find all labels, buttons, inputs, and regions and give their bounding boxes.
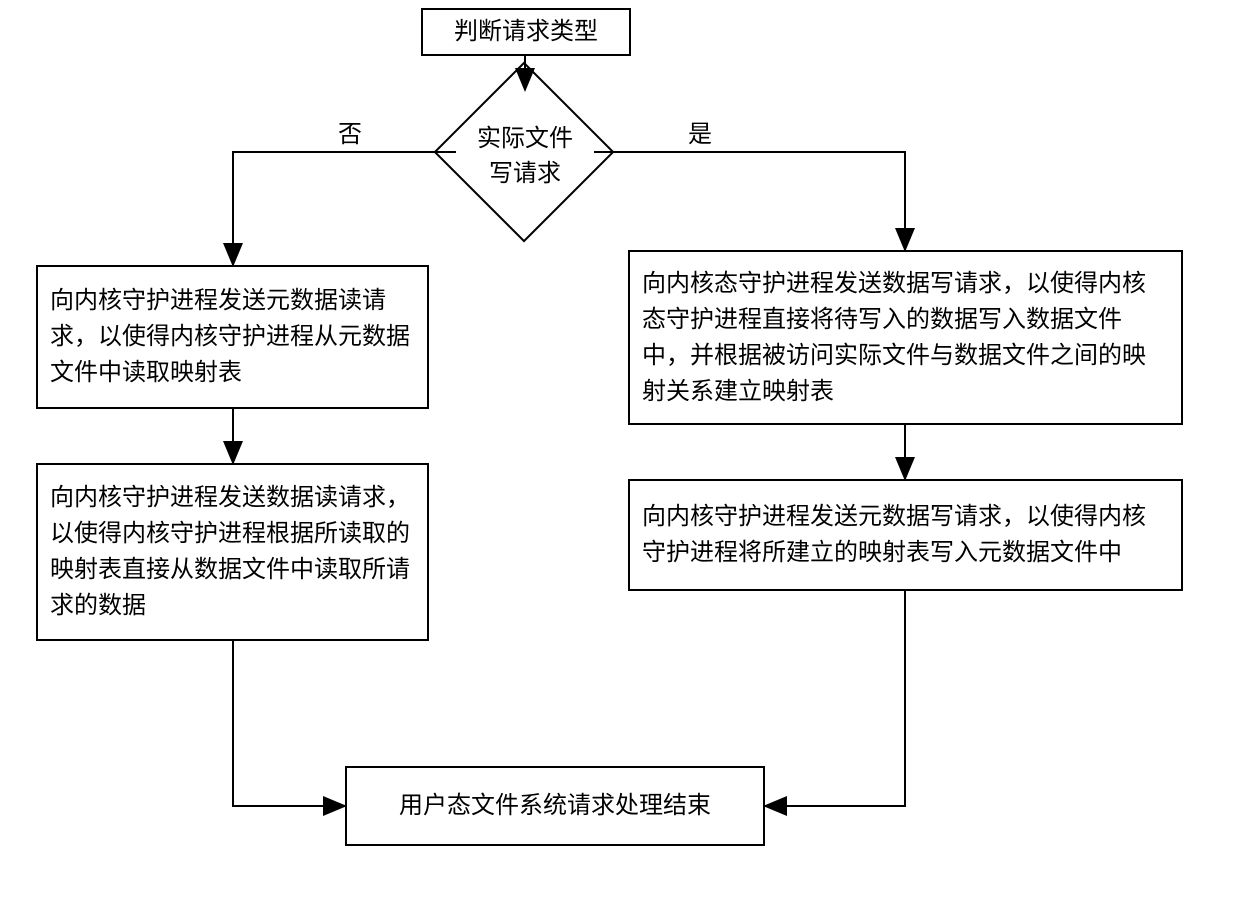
node-left1: 向内核守护进程发送元数据读请求，以使得内核守护进程从元数据文件中读取映射表	[36, 265, 429, 409]
node-end-text: 用户态文件系统请求处理结束	[399, 788, 711, 824]
edge-label-yes-text: 是	[688, 122, 712, 148]
node-start-text: 判断请求类型	[454, 14, 598, 50]
node-left2: 向内核守护进程发送数据读请求，以使得内核守护进程根据所读取的映射表直接从数据文件…	[36, 463, 429, 641]
node-right2: 向内核守护进程发送元数据写请求，以使得内核守护进程将所建立的映射表写入元数据文件…	[628, 479, 1183, 591]
edge-label-no-text: 否	[338, 122, 362, 148]
node-right1-text: 向内核态守护进程发送数据写请求，以使得内核态守护进程直接将待写入的数据写入数据文…	[642, 266, 1169, 410]
node-start: 判断请求类型	[421, 8, 631, 56]
node-end: 用户态文件系统请求处理结束	[345, 766, 765, 846]
node-left2-text: 向内核守护进程发送数据读请求，以使得内核守护进程根据所读取的映射表直接从数据文件…	[50, 480, 415, 624]
node-left1-text: 向内核守护进程发送元数据读请求，以使得内核守护进程从元数据文件中读取映射表	[50, 283, 415, 391]
node-right2-text: 向内核守护进程发送元数据写请求，以使得内核守护进程将所建立的映射表写入元数据文件…	[642, 499, 1169, 571]
edge-label-no: 否	[334, 112, 366, 151]
edge-label-yes: 是	[684, 112, 716, 151]
node-decision	[433, 61, 614, 242]
node-right1: 向内核态守护进程发送数据写请求，以使得内核态守护进程直接将待写入的数据写入数据文…	[628, 250, 1183, 425]
